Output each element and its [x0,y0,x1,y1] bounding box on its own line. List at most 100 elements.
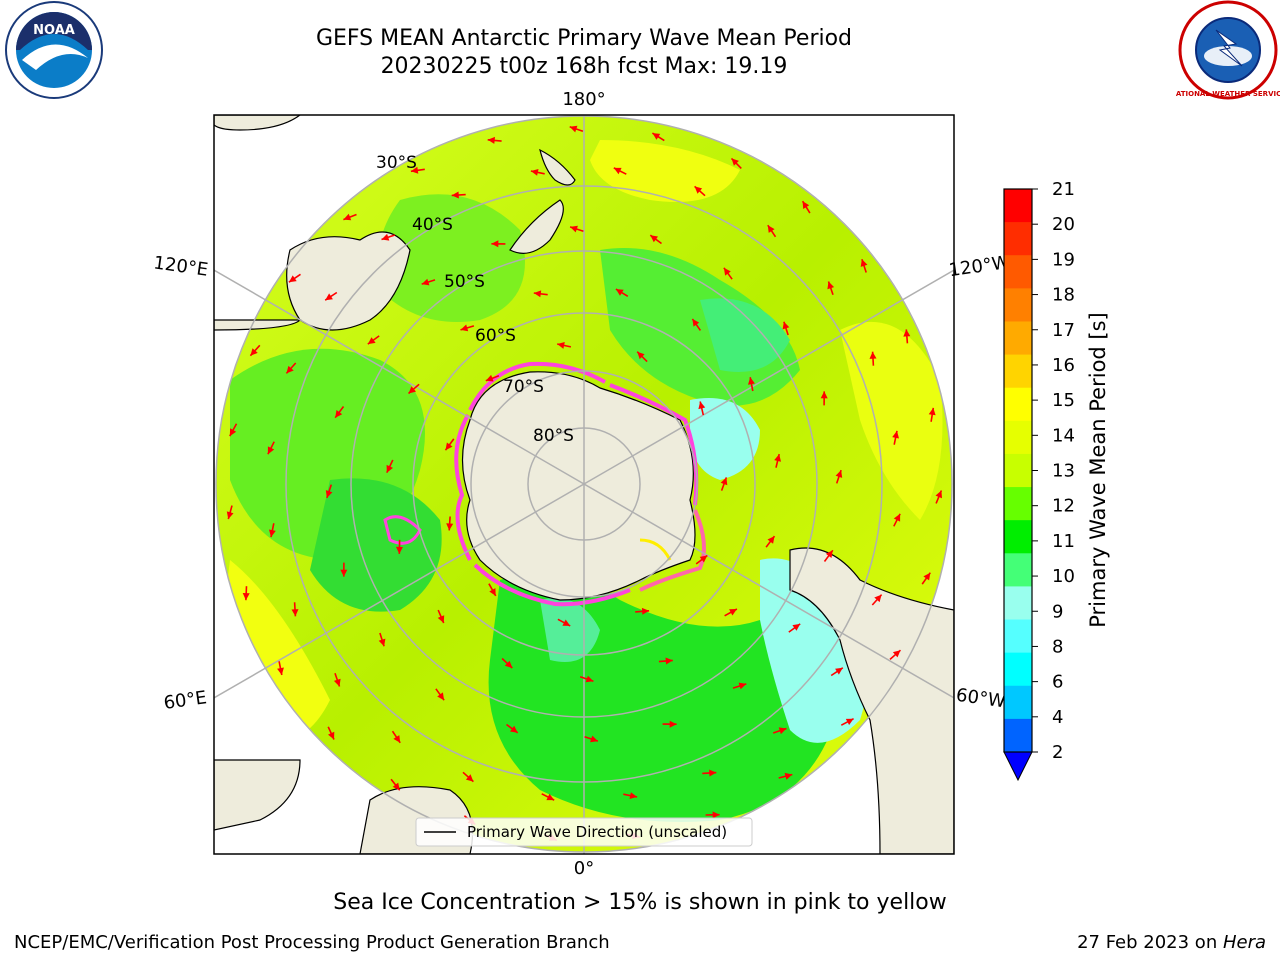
wave-arrow-head [825,550,833,558]
plot-subtitle: 20230225 t00z 168h fcst Max: 19.19 [380,54,788,79]
wave-arrow-head [820,391,828,399]
nws-logo: NATIONAL WEATHER SERVICE [1176,0,1280,100]
wave-arrow-head [892,650,901,658]
wave-arrow-head [489,588,496,596]
lon-label-0: 0° [574,858,594,879]
lon-label-60e: 60°E [162,687,208,714]
colorbar-tick-label: 13 [1052,461,1075,482]
wave-arrow-head [893,513,901,522]
colorbar-cell [1004,354,1032,389]
colorbar-tick-label: 20 [1052,214,1075,235]
wave-arrow-head [421,278,430,286]
plot-title: GEFS MEAN Antarctic Primary Wave Mean Pe… [315,26,853,51]
wave-arrow-head [585,675,594,683]
colorbar-tick-label: 21 [1052,179,1075,200]
wave-arrow-head [570,225,578,233]
wave-arrow-head [874,594,882,603]
wave-arrow-head [665,657,673,665]
colorbar-cell [1004,652,1032,687]
new-zealand-north [539,148,576,186]
wave-arrow-head [694,186,703,194]
colorbar-ticks: 21 20 19 18 17 16 15 14 13 12 11 10 9 8 6 4 2 [1032,179,1075,763]
wave-arrow-head [903,329,911,337]
wave-arrow-head [557,342,565,349]
caption: Sea Ice Concentration > 15% is shown in … [333,890,947,915]
wave-arrow-head [487,136,495,144]
wave-arrow-head [226,511,234,520]
wave-arrow-head [445,442,453,451]
colorbar-tick-label: 6 [1052,672,1063,693]
wave-arrow-head [277,667,284,675]
wave-arrow-head [533,290,542,298]
graticule [214,115,954,854]
wave-arrow-head [393,735,401,743]
colorbar-tick-label: 2 [1052,742,1063,763]
wave-arrow-head [923,572,931,581]
colorbar-cell [1004,520,1032,554]
wave-arrow-head [367,337,376,345]
wave-arrow-head [451,191,459,199]
wave-arrow-head [562,619,571,626]
wave-arrow-head [446,523,454,531]
wave-arrow-head [504,660,513,668]
wave-arrow-head [286,365,294,374]
wave-arrow-head [395,546,403,554]
colorbar-cell [1004,586,1032,621]
wave-arrow-head [699,555,708,563]
lat-label-30s: 30°S [376,153,417,173]
land-masses [214,115,954,854]
wave-arrow-head [629,792,638,799]
wave-arrow-head [767,536,775,544]
wave-arrow-head [546,793,555,801]
wave-arrow-head [892,430,899,439]
lon-label-60w: 60°W [955,685,1007,713]
colorbar-tick-label: 12 [1052,496,1075,517]
wave-arrow-head [802,201,810,209]
noaa-logo: NOAA [5,1,103,99]
wave-arrow-head [784,772,793,780]
wave-arrow-head [615,289,624,296]
colorbar-tick-label: 14 [1052,425,1075,446]
wave-arrow-head [767,225,775,233]
wave-arrow-head [325,490,333,498]
colorbar-tick-label: 19 [1052,249,1075,270]
colorbar-extend-arrow [1003,751,1033,782]
wave-arrow-head [291,609,299,617]
colorbar-label: Primary Wave Mean Period [s] [1086,312,1110,628]
colorbar-tick-label: 4 [1052,707,1063,728]
colorbar-cell [1004,387,1032,422]
colorbar-cell [1004,321,1032,356]
wave-arrow-head [242,593,250,601]
wave-period-field [224,140,943,822]
latitude-labels: 30°S 40°S 50°S 60°S 70°S 80°S [376,153,574,446]
wave-arrow-head [386,464,393,473]
wave-arrow-head [692,318,700,327]
wave-arrow-head [343,213,352,221]
wave-arrow-head [792,623,801,631]
antarctica [461,371,696,601]
footer-date-text: 27 Feb 2023 on [1077,932,1223,953]
colorbar-cell [1004,420,1032,455]
colorbar-cell [1004,255,1032,289]
wave-arrow-head [328,731,335,740]
wave-arrow-head [709,769,717,777]
wave-arrow-head [333,678,341,687]
wave-arrow-head [569,125,578,133]
wave-arrow-head [869,351,877,359]
wave-arrow-head [845,718,854,725]
wave-direction-arrows [226,125,943,842]
wave-arrow-head [729,609,737,616]
wave-arrow-head [590,735,598,743]
australia-west-coast [214,319,302,331]
colorbar-tick-label: 16 [1052,355,1075,376]
wave-arrow-head [381,233,390,241]
map-legend: Primary Wave Direction (unscaled) [415,817,753,847]
map-border [213,114,955,855]
colorbar-tick-label: 9 [1052,601,1063,622]
colorbar-cell [1004,222,1032,256]
meridian-120w-60e [214,269,954,699]
footer-date: 27 Feb 2023 on Hera [1077,932,1266,953]
wave-arrow-head [698,401,706,410]
wave-arrow-head [340,569,348,577]
wave-arrow-head [485,374,494,382]
